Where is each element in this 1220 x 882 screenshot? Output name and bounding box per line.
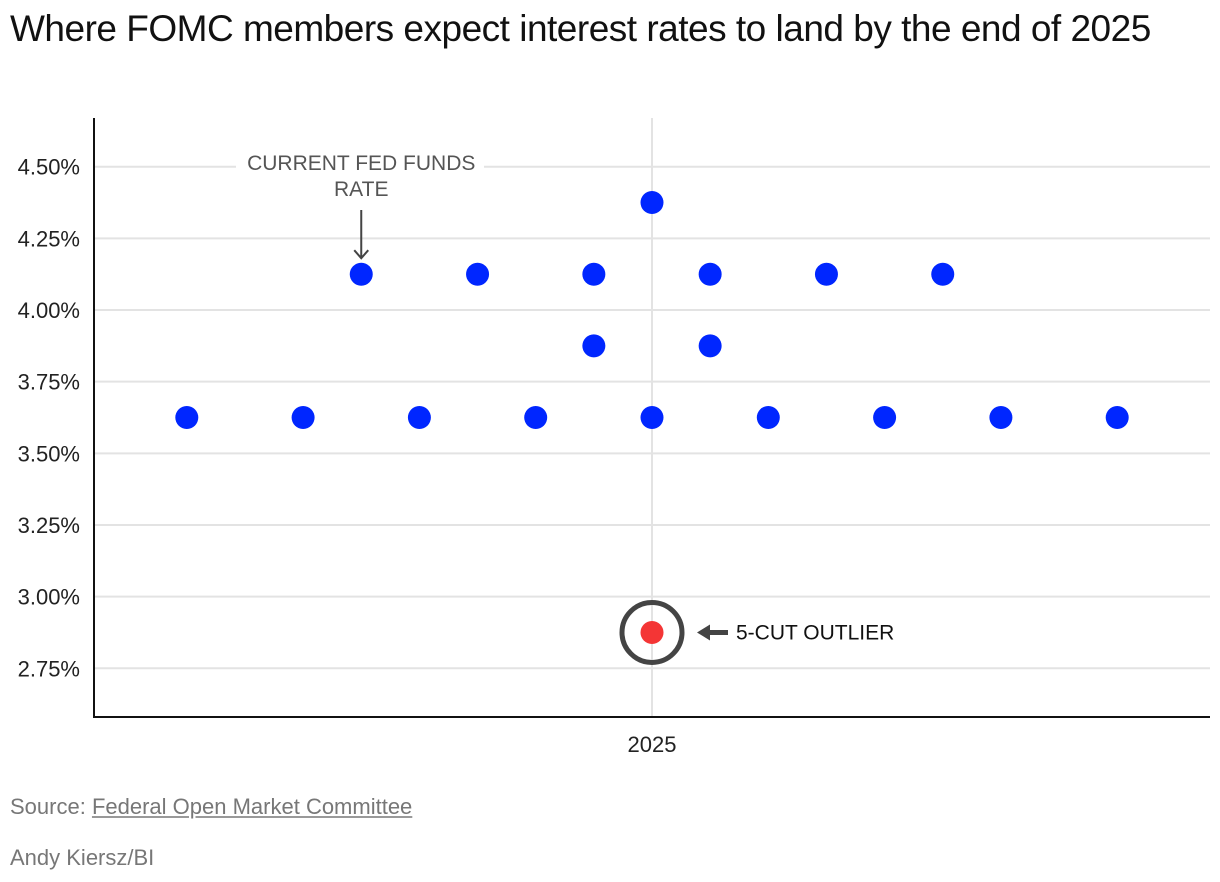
y-tick-label: 4.00% [18, 298, 80, 323]
data-point [640, 620, 664, 644]
source-link[interactable]: Federal Open Market Committee [91, 794, 413, 819]
y-tick-label: 3.00% [18, 585, 80, 610]
data-point [640, 406, 664, 429]
y-tick-label: 4.50% [18, 155, 80, 180]
y-tick-label: 3.25% [18, 513, 80, 538]
data-point [931, 262, 955, 286]
y-tick-label: 4.25% [18, 226, 80, 251]
data-point [640, 191, 664, 215]
data-point [466, 262, 490, 286]
annotation-bg [236, 148, 484, 204]
data-point [582, 262, 606, 286]
data-point [524, 406, 548, 429]
annotation-label: RATE [334, 178, 388, 201]
x-tick-label: 2025 [628, 732, 677, 757]
data-point [175, 406, 199, 429]
y-tick-label: 3.50% [18, 441, 80, 466]
arrowhead-icon [697, 624, 710, 641]
data-point [1105, 406, 1129, 429]
data-point [349, 262, 373, 286]
source-label: Source: [10, 794, 86, 819]
annotation-label: 5-CUT OUTLIER [736, 621, 894, 644]
data-point [698, 262, 722, 286]
source: Source: Federal Open Market Committee [10, 794, 412, 820]
arrow-icon [353, 210, 370, 260]
y-tick-label: 3.75% [18, 370, 80, 395]
data-point [698, 334, 722, 358]
data-point [582, 334, 606, 358]
data-point [989, 406, 1013, 429]
data-point [873, 406, 897, 429]
data-point [756, 406, 780, 429]
annotation-label: CURRENT FED FUNDS [247, 152, 475, 175]
data-point [291, 406, 315, 429]
data-point [407, 406, 431, 429]
highlight-ring [619, 599, 685, 665]
data-point [814, 262, 838, 286]
y-tick-label: 2.75% [18, 656, 80, 681]
chart-title: Where FOMC members expect interest rates… [10, 8, 1151, 49]
credit: Andy Kiersz/BI [10, 845, 155, 870]
